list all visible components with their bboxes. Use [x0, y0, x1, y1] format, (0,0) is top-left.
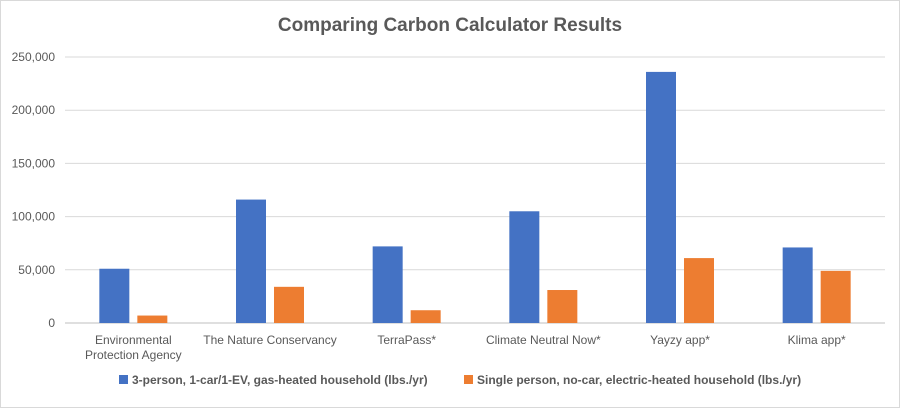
y-tick-label: 50,000: [18, 263, 55, 277]
category-label: TerraPass*: [377, 333, 436, 347]
bar-single-2: [410, 310, 441, 323]
bar-single-3: [547, 290, 578, 323]
legend-swatch: [119, 375, 128, 384]
y-tick-label: 0: [48, 316, 55, 330]
y-tick-label: 100,000: [12, 210, 56, 224]
bar-single-1: [274, 286, 304, 323]
bar-household-3: [509, 211, 540, 323]
legend-label: Single person, no-car, electric-heated h…: [477, 373, 801, 387]
category-label: Climate Neutral Now*: [486, 333, 601, 347]
category-label: The Nature Conservancy: [203, 333, 336, 347]
bar-household-2: [372, 246, 403, 323]
category-label: Yayzy app*: [650, 333, 710, 347]
bar-household-0: [99, 268, 130, 323]
y-tick-label: 150,000: [12, 156, 56, 170]
bar-household-4: [646, 71, 676, 324]
y-tick-label: 200,000: [12, 103, 56, 117]
bar-single-5: [820, 270, 851, 323]
legend-swatch: [464, 375, 473, 384]
chart-title: Comparing Carbon Calculator Results: [277, 15, 623, 36]
bar-single-0: [137, 315, 168, 323]
bar-household-5: [782, 247, 813, 323]
category-label: Klima app*: [788, 333, 846, 347]
legend-label: 3-person, 1-car/1-EV, gas-heated househo…: [132, 373, 428, 387]
y-tick-label: 250,000: [12, 50, 56, 64]
category-label: Protection Agency: [85, 348, 182, 362]
category-label: Environmental: [95, 333, 172, 347]
bar-single-4: [684, 258, 714, 323]
bar-household-1: [236, 199, 266, 323]
